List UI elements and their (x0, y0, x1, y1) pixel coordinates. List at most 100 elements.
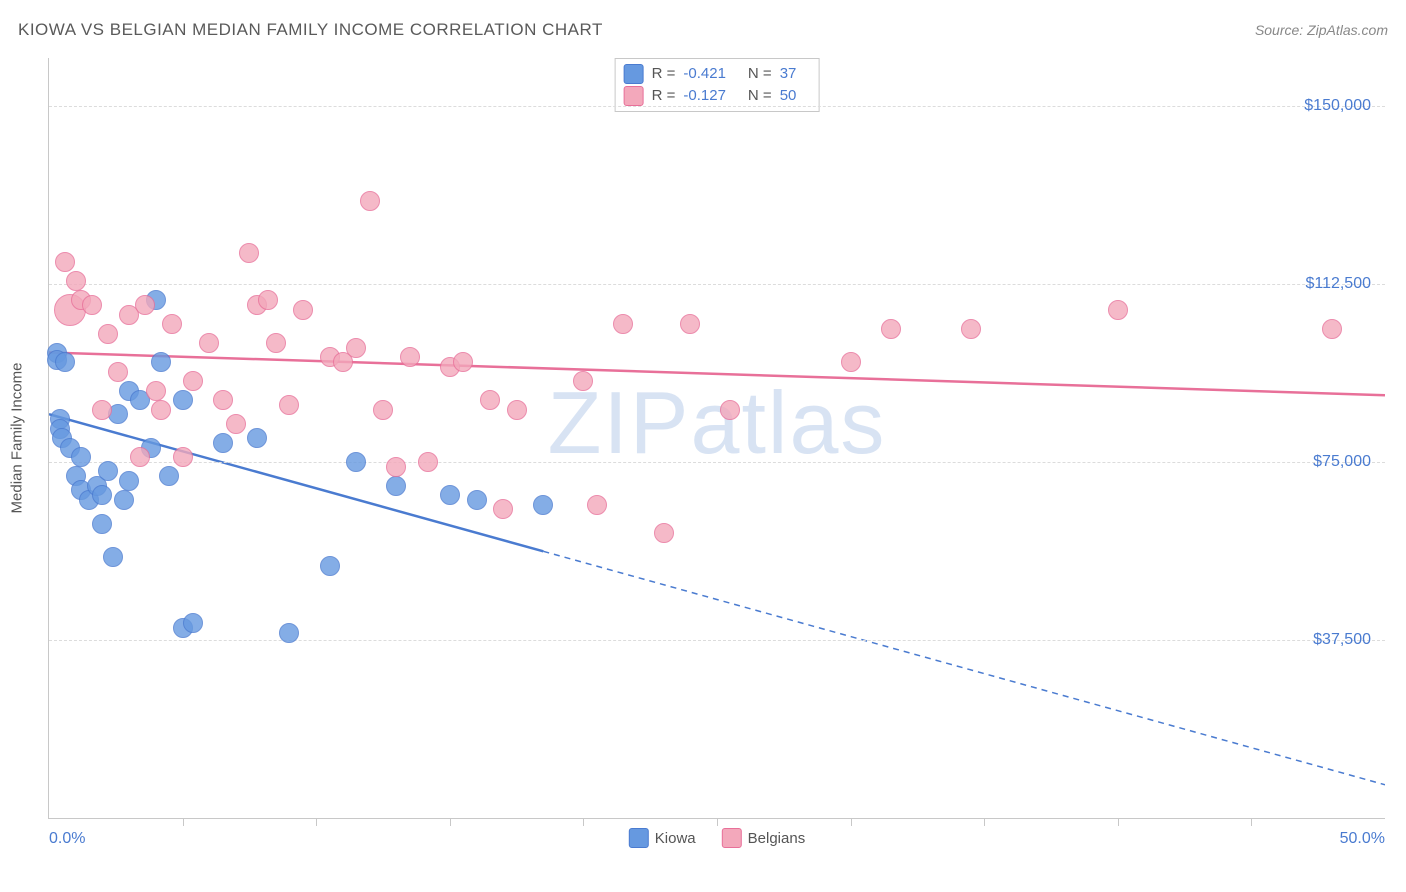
watermark: ZIPatlas (548, 372, 887, 474)
x-tick-mark (316, 818, 317, 826)
data-point (66, 271, 86, 291)
data-point (493, 499, 513, 519)
data-point (266, 333, 286, 353)
y-tick-label: $37,500 (1313, 631, 1371, 649)
data-point (587, 495, 607, 515)
gridline (49, 640, 1385, 641)
data-point (162, 314, 182, 334)
data-point (467, 490, 487, 510)
data-point (453, 352, 473, 372)
swatch-belgians (624, 86, 644, 106)
chart-source: Source: ZipAtlas.com (1255, 22, 1388, 38)
data-point (92, 400, 112, 420)
x-tick-mark (1118, 818, 1119, 826)
data-point (213, 433, 233, 453)
correlation-stats-box: R = -0.421 N = 37 R = -0.127 N = 50 (615, 58, 820, 112)
data-point (346, 452, 366, 472)
data-point (654, 523, 674, 543)
swatch-belgians-icon (722, 828, 742, 848)
legend-label-kiowa: Kiowa (655, 830, 696, 847)
r-value-kiowa: -0.421 (683, 63, 726, 85)
data-point (680, 314, 700, 334)
data-point (360, 191, 380, 211)
x-tick-mark (583, 818, 584, 826)
data-point (440, 485, 460, 505)
scatter-chart: ZIPatlas Median Family Income R = -0.421… (48, 58, 1385, 819)
data-point (114, 490, 134, 510)
data-point (199, 333, 219, 353)
series-legend: Kiowa Belgians (629, 828, 805, 848)
data-point (146, 381, 166, 401)
x-axis-label-min: 0.0% (49, 830, 85, 848)
chart-header: KIOWA VS BELGIAN MEDIAN FAMILY INCOME CO… (18, 20, 1388, 50)
gridline (49, 284, 1385, 285)
data-point (247, 428, 267, 448)
y-tick-label: $150,000 (1304, 97, 1371, 115)
data-point (320, 556, 340, 576)
data-point (71, 447, 91, 467)
data-point (1322, 319, 1342, 339)
data-point (239, 243, 259, 263)
data-point (226, 414, 246, 434)
data-point (573, 371, 593, 391)
data-point (130, 447, 150, 467)
swatch-kiowa (624, 64, 644, 84)
x-tick-mark (1251, 818, 1252, 826)
data-point (55, 252, 75, 272)
n-value-belgians: 50 (780, 85, 797, 107)
trend-line (49, 353, 1385, 396)
data-point (1108, 300, 1128, 320)
n-label: N = (748, 85, 772, 107)
data-point (183, 371, 203, 391)
trend-line-dashed (543, 551, 1385, 784)
r-label: R = (652, 63, 676, 85)
data-point (346, 338, 366, 358)
data-point (373, 400, 393, 420)
x-tick-mark (450, 818, 451, 826)
data-point (98, 324, 118, 344)
data-point (151, 352, 171, 372)
data-point (119, 471, 139, 491)
data-point (418, 452, 438, 472)
x-tick-mark (717, 818, 718, 826)
r-label: R = (652, 85, 676, 107)
y-tick-label: $112,500 (1305, 275, 1371, 293)
data-point (293, 300, 313, 320)
data-point (533, 495, 553, 515)
data-point (92, 485, 112, 505)
swatch-kiowa-icon (629, 828, 649, 848)
stats-row-belgians: R = -0.127 N = 50 (624, 85, 811, 107)
x-axis-label-max: 50.0% (1340, 830, 1385, 848)
n-value-kiowa: 37 (780, 63, 797, 85)
data-point (173, 447, 193, 467)
data-point (98, 461, 118, 481)
r-value-belgians: -0.127 (683, 85, 726, 107)
data-point (108, 362, 128, 382)
data-point (213, 390, 233, 410)
x-tick-mark (984, 818, 985, 826)
n-label: N = (748, 63, 772, 85)
x-tick-mark (183, 818, 184, 826)
data-point (151, 400, 171, 420)
data-point (279, 623, 299, 643)
data-point (720, 400, 740, 420)
data-point (613, 314, 633, 334)
gridline (49, 462, 1385, 463)
data-point (841, 352, 861, 372)
data-point (881, 319, 901, 339)
gridline (49, 106, 1385, 107)
data-point (961, 319, 981, 339)
data-point (92, 514, 112, 534)
data-point (159, 466, 179, 486)
stats-row-kiowa: R = -0.421 N = 37 (624, 63, 811, 85)
legend-item-kiowa: Kiowa (629, 828, 696, 848)
y-axis-title: Median Family Income (9, 363, 26, 514)
data-point (480, 390, 500, 410)
x-tick-mark (851, 818, 852, 826)
data-point (55, 352, 75, 372)
data-point (82, 295, 102, 315)
data-point (258, 290, 278, 310)
watermark-thin: atlas (691, 373, 887, 472)
data-point (135, 295, 155, 315)
data-point (386, 457, 406, 477)
